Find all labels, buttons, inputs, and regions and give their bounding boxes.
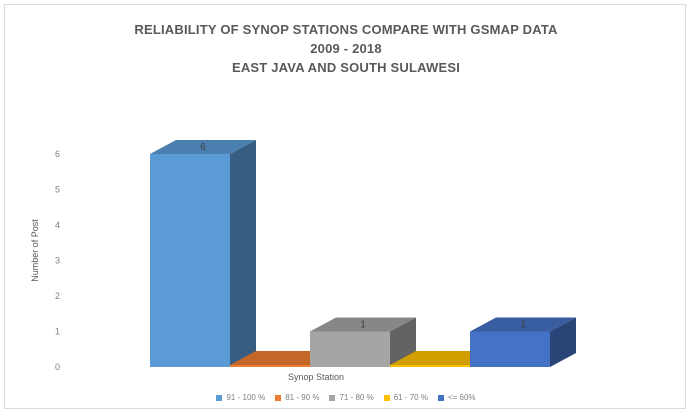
legend-swatch: [437, 394, 444, 401]
bar-top-face: [150, 140, 256, 154]
x-axis-label: Synop Station: [288, 372, 344, 382]
bar-side-face: [550, 317, 576, 367]
bar-61 - 70 %: [390, 365, 470, 367]
legend-item: 91 - 100 %: [216, 393, 265, 402]
legend-swatch: [383, 394, 390, 401]
bar-71 - 80 %: [310, 331, 390, 367]
y-tick-label: 1: [55, 327, 60, 337]
chart-subtitle-region: EAST JAVA AND SOUTH SULAWESI: [231, 60, 461, 75]
y-tick-label: 3: [55, 256, 60, 266]
y-tick-label: 5: [55, 185, 60, 195]
bar-top-face: [310, 317, 416, 332]
y-axis-label: Number of Post: [30, 219, 40, 282]
chart-legend: 91 - 100 % 81 - 90 % 71 - 80 % 61 - 70 % <= …: [0, 393, 692, 402]
bar-<= 60%: [470, 331, 550, 367]
legend-label: 81 - 90 %: [285, 393, 320, 402]
bar-side-face: [230, 140, 256, 367]
y-tick-label: 6: [55, 149, 60, 159]
legend-label: <= 60%: [447, 393, 476, 402]
data-label: 6: [200, 142, 206, 153]
legend-item: 61 - 70 %: [383, 393, 428, 402]
data-label: 1: [360, 320, 366, 331]
legend-item: 71 - 80 %: [329, 393, 374, 402]
bar-top-face: [230, 351, 336, 365]
bar-81 - 90 %: [230, 365, 310, 367]
legend-label: 61 - 70 %: [393, 393, 428, 402]
y-tick-label: 4: [55, 220, 60, 230]
bar-top-face: [390, 351, 496, 365]
y-tick-label: 0: [55, 362, 60, 372]
data-label: 1: [520, 320, 526, 331]
legend-item: <= 60%: [437, 393, 476, 402]
legend-swatch: [216, 394, 223, 401]
chart-subtitle-years: 2009 - 2018: [310, 41, 382, 56]
legend-label: 71 - 80 %: [339, 393, 374, 402]
legend-swatch: [329, 394, 336, 401]
legend-label: 91 - 100 %: [226, 393, 266, 402]
chart-plot: 0 1 2 3 4 5 6 Number of Post Synop Station 6 1 1: [30, 140, 576, 382]
y-tick-label: 2: [55, 291, 60, 301]
bar-91 - 100 %: [150, 154, 230, 367]
legend-swatch: [275, 394, 282, 401]
legend-item: 81 - 90 %: [275, 393, 319, 402]
chart-title: RELIABILITY OF SYNOP STATIONS COMPARE WI…: [134, 22, 558, 37]
bar-top-face: [470, 317, 576, 332]
